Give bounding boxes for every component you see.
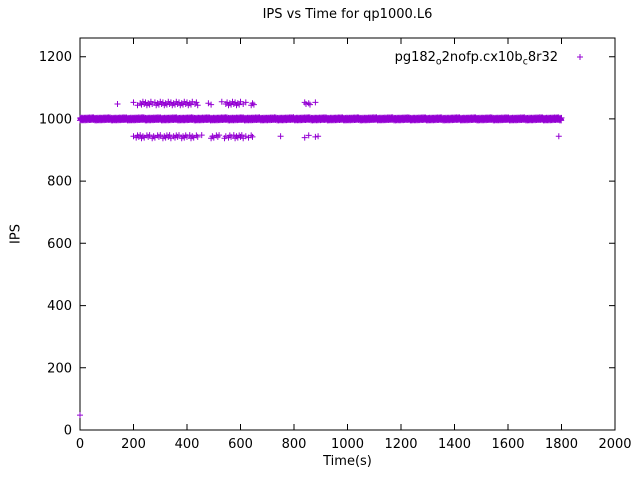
- x-tick-label: 400: [175, 437, 200, 452]
- y-tick-label: 800: [47, 175, 72, 190]
- y-tick-label: 200: [47, 361, 72, 376]
- y-axis-label: IPS: [8, 224, 24, 244]
- y-tick-label: 0: [64, 424, 72, 439]
- y-tick-label: 1000: [39, 112, 72, 127]
- x-axis-label: Time(s): [323, 454, 372, 469]
- x-tick-label: 2000: [598, 437, 631, 452]
- x-tick-label: 600: [228, 437, 253, 452]
- x-tick-label: 1400: [438, 437, 471, 452]
- x-tick-label: 200: [121, 437, 146, 452]
- y-tick-label: 400: [47, 299, 72, 314]
- chart-title: IPS vs Time for qp1000.L6: [262, 7, 433, 22]
- plot-frame: [79, 37, 616, 431]
- x-tick-label: 1800: [545, 437, 578, 452]
- x-tick-label: 1600: [491, 437, 524, 452]
- x-tick-label: 1000: [331, 437, 364, 452]
- x-tick-label: 800: [282, 437, 307, 452]
- series-points: [77, 98, 565, 419]
- y-tick-label: 1200: [39, 50, 72, 65]
- y-tick-label: 600: [47, 237, 72, 252]
- legend-label: pg182o2nofp.cx10bc8r32: [394, 50, 558, 68]
- x-tick-label: 0: [76, 437, 84, 452]
- x-tick-label: 1200: [384, 437, 417, 452]
- legend-marker-icon: [577, 54, 583, 60]
